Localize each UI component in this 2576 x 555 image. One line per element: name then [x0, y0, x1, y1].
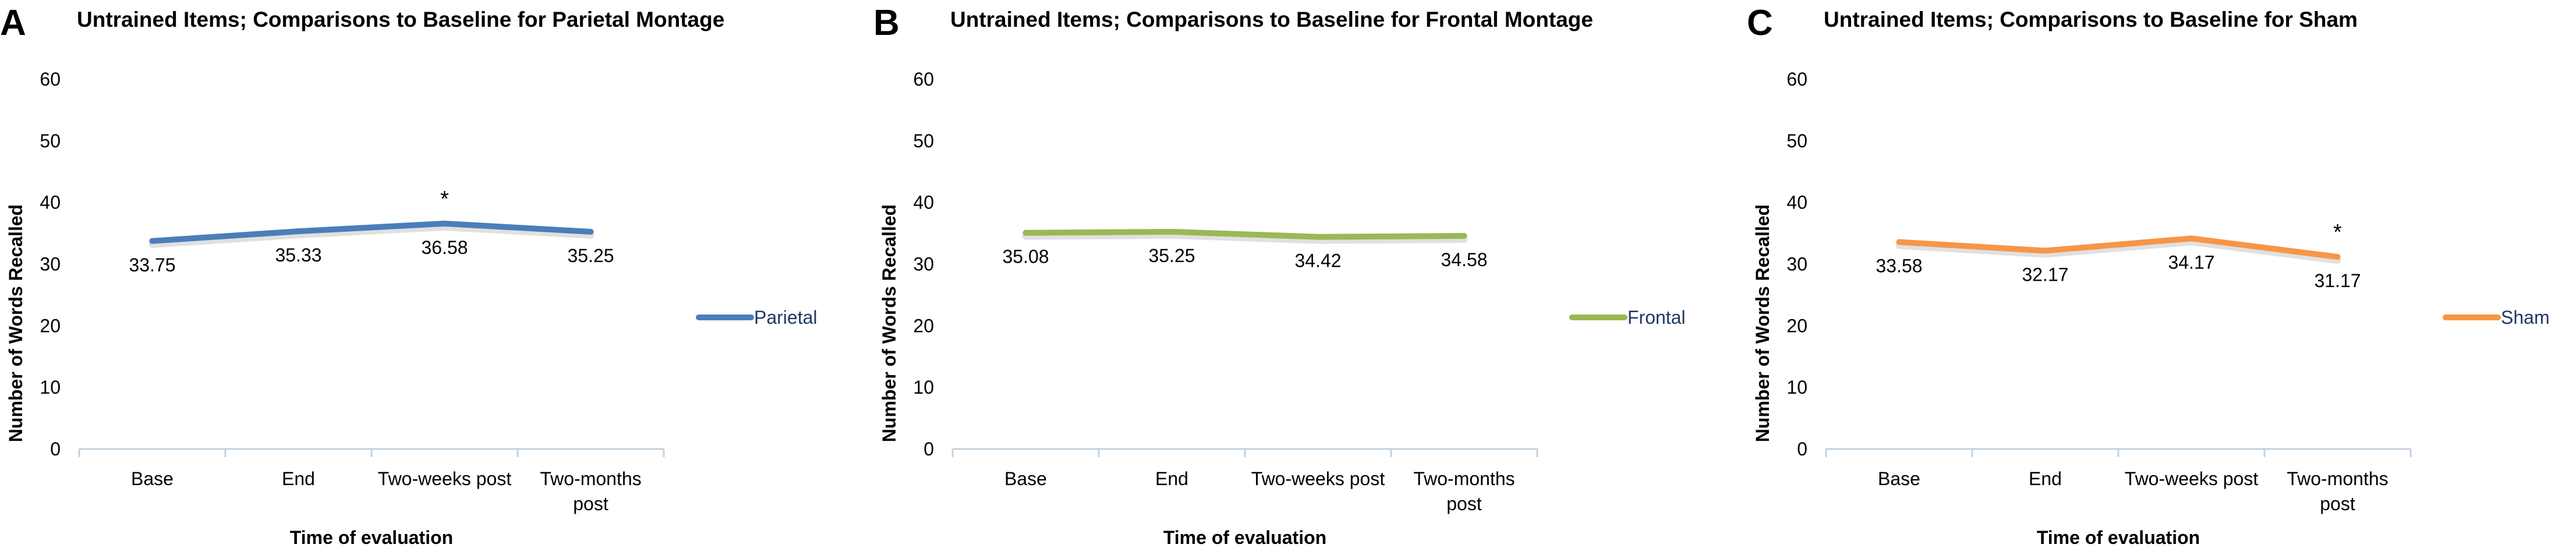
x-tick-label: Base: [131, 468, 174, 489]
data-label: 36.58: [421, 237, 468, 258]
data-label: 35.08: [1002, 246, 1049, 267]
y-axis-label: Number of Words Recalled: [879, 204, 900, 442]
chart-title: Untrained Items; Comparisons to Baseline…: [950, 8, 1593, 31]
y-tick-label: 40: [40, 192, 61, 213]
y-tick-label: 60: [913, 69, 934, 90]
y-tick-label: 30: [1786, 254, 1807, 275]
x-tick-label: Two-weeks post: [378, 468, 512, 489]
x-tick-label: Two-weeks post: [1251, 468, 1385, 489]
data-label: 34.42: [1294, 250, 1341, 271]
data-label: 35.25: [567, 245, 614, 266]
y-tick-label: 50: [1786, 130, 1807, 151]
x-tick-label: End: [2029, 468, 2062, 489]
panel-letter: A: [0, 3, 26, 43]
x-tick-label: Two-months: [1413, 468, 1515, 489]
data-point: [588, 228, 594, 235]
y-tick-label: 50: [913, 130, 934, 151]
x-axis-label: Time of evaluation: [1163, 527, 1326, 548]
data-label: 34.17: [2168, 252, 2214, 273]
panel-letter: B: [873, 3, 900, 43]
y-tick-label: 0: [50, 439, 61, 459]
series-line-parietal: [149, 220, 594, 244]
y-axis-label: Number of Words Recalled: [5, 204, 26, 442]
chart-panel-1: A Untrained Items; Comparisons to Baselin…: [0, 3, 818, 548]
data-point: [1315, 234, 1321, 240]
significance-marker: *: [2333, 220, 2342, 245]
x-tick-label: Two-months: [540, 468, 641, 489]
legend-label: Parietal: [754, 307, 818, 328]
y-tick-label: 40: [913, 192, 934, 213]
chart-title: Untrained Items; Comparisons to Baseline…: [1824, 8, 2358, 31]
x-tick-label: Two-months: [2287, 468, 2388, 489]
data-point: [1896, 239, 1902, 245]
x-axis-label: Time of evaluation: [2037, 527, 2200, 548]
data-label: 32.17: [2022, 264, 2068, 285]
data-label: 35.33: [275, 245, 321, 266]
chart-panel-2: B Untrained Items; Comparisons to Baselin…: [873, 3, 1686, 548]
data-label: 33.58: [1876, 256, 1922, 277]
series-line-shadow: [1022, 231, 1468, 244]
y-tick-label: 10: [40, 377, 61, 398]
y-tick-label: 20: [913, 315, 934, 336]
x-tick-label: Base: [1878, 468, 1920, 489]
legend-label: Frontal: [1627, 307, 1686, 328]
x-tick-label: Base: [1004, 468, 1047, 489]
data-point: [295, 228, 302, 235]
y-tick-label: 40: [1786, 192, 1807, 213]
x-tick-label: Two-weeks post: [2125, 468, 2259, 489]
chart-panel-3: C Untrained Items; Comparisons to Baselin…: [1747, 3, 2550, 548]
x-tick-label: End: [1155, 468, 1188, 489]
data-point: [441, 220, 448, 227]
data-label: 33.75: [129, 254, 175, 275]
x-tick-label: post: [2320, 493, 2355, 514]
y-tick-label: 50: [40, 130, 61, 151]
y-tick-label: 30: [40, 254, 61, 275]
series-line-sham: [1896, 235, 2341, 260]
y-tick-label: 20: [40, 315, 61, 336]
legend-label: Sham: [2501, 307, 2550, 328]
data-point: [1022, 229, 1029, 236]
series-line-shadow: [1895, 238, 2341, 264]
x-tick-label: End: [282, 468, 315, 489]
data-label: 35.25: [1148, 245, 1195, 266]
x-tick-label: post: [573, 493, 608, 514]
y-tick-label: 10: [913, 377, 934, 398]
series-line-shadow: [148, 223, 595, 248]
y-tick-label: 60: [1786, 69, 1807, 90]
data-point: [1169, 228, 1175, 235]
series-line-frontal: [1022, 228, 1467, 240]
y-tick-label: 0: [1797, 439, 1807, 459]
data-point: [2334, 254, 2341, 260]
x-tick-label: post: [1446, 493, 1482, 514]
data-point: [2188, 235, 2195, 242]
data-label: 31.17: [2314, 270, 2361, 291]
y-tick-label: 10: [1786, 377, 1807, 398]
chart-title: Untrained Items; Comparisons to Baseline…: [77, 8, 724, 31]
y-tick-label: 20: [1786, 315, 1807, 336]
y-tick-label: 0: [923, 439, 934, 459]
data-label: 34.58: [1441, 249, 1487, 270]
x-axis-label: Time of evaluation: [290, 527, 453, 548]
y-tick-label: 60: [40, 69, 61, 90]
panel-letter: C: [1747, 3, 1773, 43]
data-point: [2042, 248, 2048, 254]
data-point: [1461, 233, 1467, 239]
significance-marker: *: [440, 187, 449, 211]
y-axis-label: Number of Words Recalled: [1752, 204, 1773, 442]
data-point: [149, 238, 155, 244]
y-tick-label: 30: [913, 254, 934, 275]
